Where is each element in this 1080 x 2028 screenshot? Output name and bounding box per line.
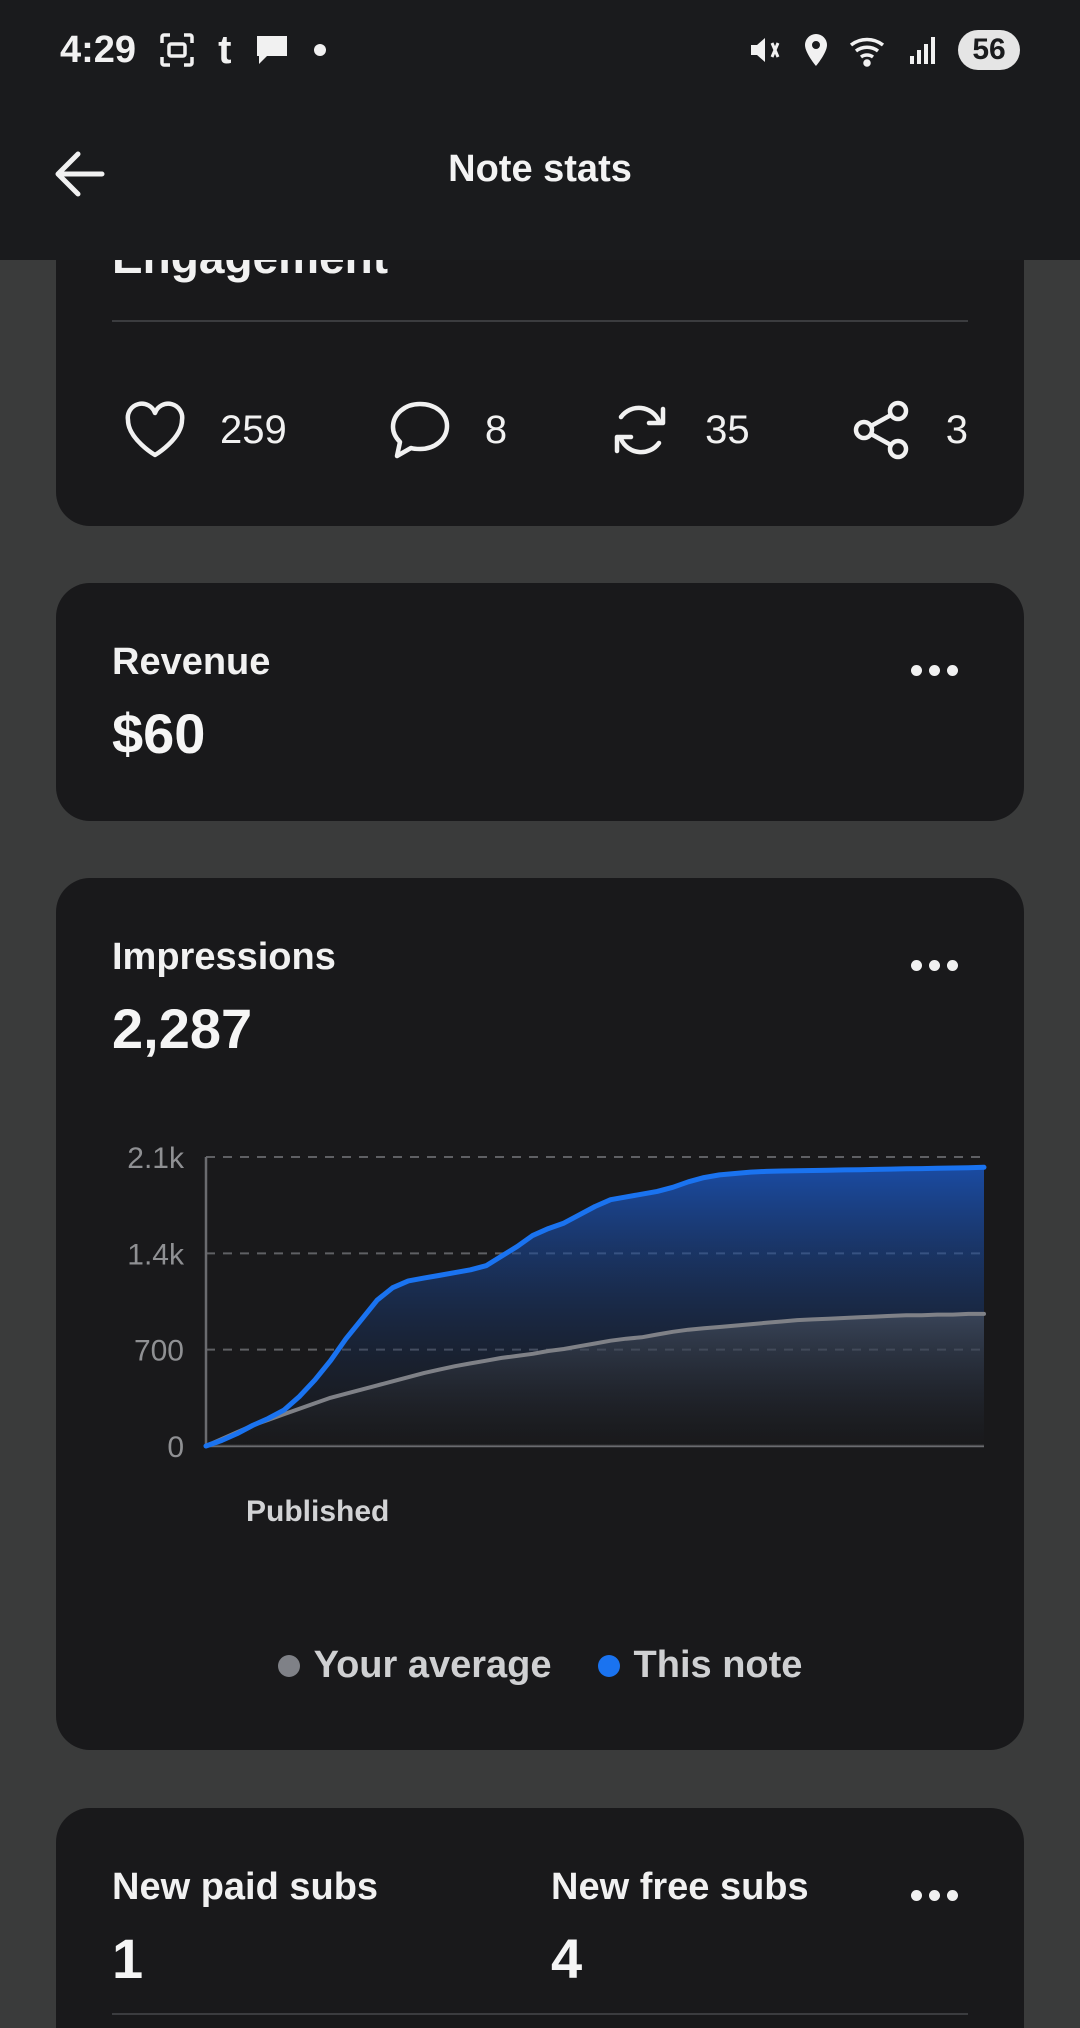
signal-icon bbox=[908, 34, 940, 66]
restacks-stat[interactable]: 35 bbox=[609, 399, 750, 461]
mute-vibrate-icon bbox=[748, 33, 784, 67]
heart-icon bbox=[125, 401, 185, 458]
tumblr-icon: t bbox=[218, 27, 232, 72]
chart-legend: Your average This note bbox=[56, 1644, 1024, 1687]
divider bbox=[112, 320, 968, 322]
dot-icon bbox=[946, 959, 958, 971]
status-right: 56 bbox=[748, 30, 1020, 70]
likes-stat[interactable]: 259 bbox=[124, 401, 287, 459]
dot-icon bbox=[928, 664, 940, 676]
paid-subs-label: New paid subs bbox=[112, 1866, 379, 1908]
subs-card: New paid subs 1 New free subs 4 bbox=[56, 1808, 1024, 2028]
y-tick-label: 2.1k bbox=[127, 1142, 185, 1175]
share-icon bbox=[853, 400, 908, 460]
impressions-chart: 0 700 1.4k 2.1k Published bbox=[96, 1128, 996, 1528]
location-icon bbox=[802, 32, 830, 68]
engagement-row: 259 8 35 bbox=[124, 380, 968, 480]
dot-icon bbox=[910, 1889, 922, 1901]
dot-icon bbox=[928, 1889, 940, 1901]
legend-item-this-note[interactable]: This note bbox=[597, 1644, 803, 1687]
revenue-label: Revenue bbox=[112, 641, 271, 683]
comments-stat[interactable]: 8 bbox=[389, 400, 507, 460]
x-axis-label: Published bbox=[246, 1495, 389, 1528]
impressions-card: Impressions 2,287 bbox=[56, 878, 1024, 1750]
revenue-card: Revenue $60 bbox=[56, 583, 1024, 821]
comment-icon bbox=[390, 401, 450, 459]
likes-count: 259 bbox=[220, 407, 287, 452]
revenue-more-button[interactable] bbox=[904, 655, 964, 685]
paid-subs-value: 1 bbox=[112, 1927, 144, 1990]
dot-icon bbox=[910, 959, 922, 971]
legend-item-average[interactable]: Your average bbox=[277, 1644, 552, 1687]
free-subs-value: 4 bbox=[551, 1927, 583, 1990]
subs-more-button[interactable] bbox=[904, 1880, 964, 1910]
series-line-this-note bbox=[203, 1164, 987, 1449]
impressions-more-button[interactable] bbox=[904, 950, 964, 980]
revenue-value: $60 bbox=[112, 702, 206, 765]
area-average bbox=[206, 1313, 984, 1446]
dot-icon bbox=[910, 664, 922, 676]
wifi-icon bbox=[848, 33, 890, 67]
y-tick-label: 1.4k bbox=[127, 1238, 185, 1271]
restack-icon bbox=[614, 405, 666, 455]
shares-stat[interactable]: 3 bbox=[852, 399, 968, 461]
impressions-label: Impressions bbox=[112, 936, 336, 978]
screenshot-icon bbox=[158, 31, 196, 69]
arrow-left-icon bbox=[55, 151, 105, 197]
shares-count: 3 bbox=[945, 407, 968, 452]
dot-icon bbox=[946, 1889, 958, 1901]
comments-count: 8 bbox=[484, 407, 508, 452]
chat-bubble-icon bbox=[253, 32, 291, 68]
impressions-chart-svg: 0 700 1.4k 2.1k Published bbox=[127, 1142, 987, 1528]
dot-icon bbox=[946, 664, 958, 676]
legend-dot-this-note bbox=[597, 1654, 620, 1677]
free-subs-label: New free subs bbox=[551, 1866, 809, 1908]
notification-dot-icon bbox=[313, 43, 327, 57]
dot-icon bbox=[928, 959, 940, 971]
page-title: Note stats bbox=[448, 148, 632, 190]
back-button[interactable] bbox=[50, 144, 110, 204]
impressions-value: 2,287 bbox=[112, 997, 253, 1060]
app-header: Note stats bbox=[0, 100, 1080, 260]
legend-label-this-note: This note bbox=[633, 1644, 803, 1686]
battery-indicator: 56 bbox=[958, 30, 1020, 70]
y-tick-label: 0 bbox=[167, 1431, 184, 1464]
series-line-average bbox=[204, 1311, 986, 1448]
status-time: 4:29 bbox=[60, 28, 137, 71]
status-bar: 4:29 t bbox=[0, 0, 1080, 100]
y-tick-label: 700 bbox=[134, 1335, 184, 1368]
legend-label-average: Your average bbox=[313, 1644, 552, 1686]
restacks-count: 35 bbox=[705, 407, 750, 452]
status-left: 4:29 t bbox=[60, 28, 327, 73]
divider bbox=[112, 2013, 968, 2015]
legend-dot-average bbox=[277, 1654, 300, 1677]
